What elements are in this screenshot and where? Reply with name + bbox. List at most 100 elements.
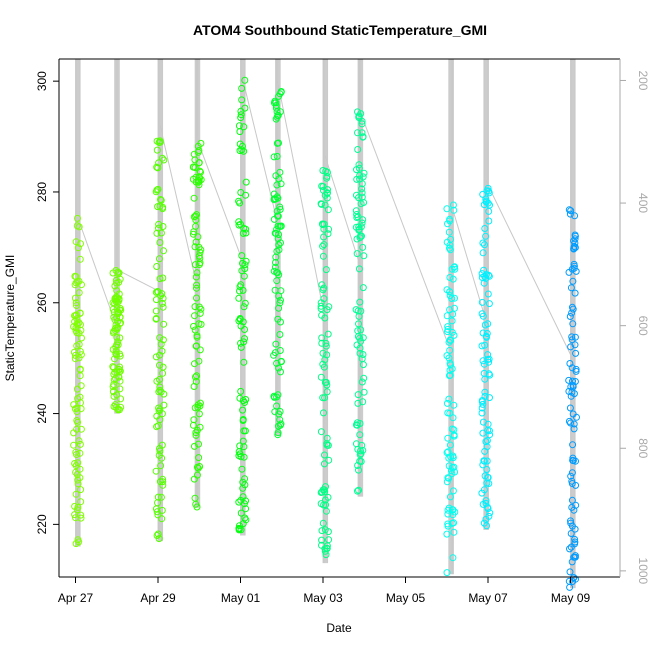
data-point — [71, 355, 79, 363]
data-point — [235, 448, 243, 456]
data-point — [451, 508, 459, 516]
data-point — [447, 453, 455, 461]
data-point — [482, 195, 490, 203]
data-point — [354, 307, 362, 315]
data-point — [158, 515, 166, 523]
data-point — [322, 378, 330, 386]
data-point — [569, 305, 577, 313]
data-point — [116, 406, 123, 414]
data-point — [443, 286, 451, 294]
data-point — [443, 449, 451, 457]
data-point — [153, 137, 161, 145]
data-point — [156, 275, 164, 283]
data-point — [240, 358, 248, 366]
data-point — [241, 261, 249, 269]
data-point — [565, 376, 573, 384]
data-point — [324, 330, 332, 338]
data-point — [446, 493, 454, 501]
data-point — [191, 243, 199, 251]
data-point — [320, 409, 327, 417]
data-point — [153, 163, 161, 171]
data-point — [319, 519, 327, 527]
x-tick-label: Apr 29 — [140, 591, 176, 605]
data-point — [158, 299, 166, 307]
data-point — [484, 184, 492, 192]
data-point — [111, 355, 118, 363]
data-point — [273, 152, 281, 160]
data-point — [478, 342, 486, 350]
data-point — [116, 305, 124, 312]
data-point — [570, 425, 578, 433]
data-point — [156, 351, 164, 359]
data-point — [449, 487, 457, 495]
data-point — [446, 246, 454, 254]
data-point — [277, 239, 284, 247]
data-point — [270, 153, 278, 161]
data-point — [235, 122, 243, 130]
y-tick-label: 300 — [35, 71, 49, 91]
data-point — [355, 194, 362, 202]
data-point — [109, 346, 117, 353]
data-point — [443, 569, 451, 577]
data-point — [196, 167, 204, 175]
data-point — [356, 457, 364, 465]
data-point — [353, 214, 361, 221]
data-point — [197, 305, 205, 313]
data-point — [566, 545, 573, 553]
data-point — [156, 138, 164, 146]
data-point — [114, 338, 122, 346]
data-point — [77, 351, 85, 359]
data-point — [159, 294, 167, 302]
chart-title: ATOM4 Southbound StaticTemperature_GMI — [193, 22, 487, 38]
data-point — [324, 230, 332, 238]
data-point — [354, 399, 362, 407]
data-point — [73, 320, 81, 328]
data-point — [443, 478, 451, 486]
data-point — [241, 76, 249, 84]
data-point — [275, 410, 283, 418]
data-point — [240, 147, 248, 155]
data-point — [195, 440, 202, 448]
data-point — [115, 296, 123, 304]
y-tick-label: 280 — [35, 182, 49, 202]
data-point — [568, 503, 576, 511]
data-point — [195, 147, 203, 154]
data-point — [76, 365, 84, 373]
data-point — [71, 294, 79, 302]
data-point — [479, 249, 487, 257]
data-point — [319, 183, 327, 190]
data-point — [239, 406, 247, 414]
profile-connector — [450, 202, 487, 321]
data-point — [319, 221, 327, 229]
data-point — [323, 440, 331, 448]
y-tick-label: 260 — [35, 292, 49, 312]
data-point — [157, 493, 165, 501]
data-point — [153, 423, 161, 431]
data-point — [156, 445, 163, 452]
x-tick-label: May 05 — [386, 591, 426, 605]
data-point — [318, 536, 326, 544]
data-point — [357, 223, 365, 231]
data-point — [360, 388, 368, 396]
data-point — [237, 322, 245, 330]
data-point — [355, 161, 363, 169]
data-point — [478, 398, 486, 406]
data-point — [155, 404, 163, 412]
data-point — [196, 402, 204, 410]
data-point — [192, 216, 200, 224]
data-point — [235, 524, 243, 532]
data-point — [238, 252, 246, 260]
data-point — [358, 120, 366, 128]
data-point — [451, 468, 459, 476]
data-point — [270, 190, 278, 198]
data-point — [450, 426, 458, 434]
data-point — [358, 378, 366, 386]
data-point — [482, 499, 490, 507]
profile-connector — [196, 139, 244, 262]
data-point — [153, 508, 161, 516]
data-point — [478, 270, 486, 278]
data-point — [109, 363, 117, 371]
data-point — [154, 493, 162, 501]
data-point — [159, 336, 167, 344]
data-point — [572, 365, 580, 373]
